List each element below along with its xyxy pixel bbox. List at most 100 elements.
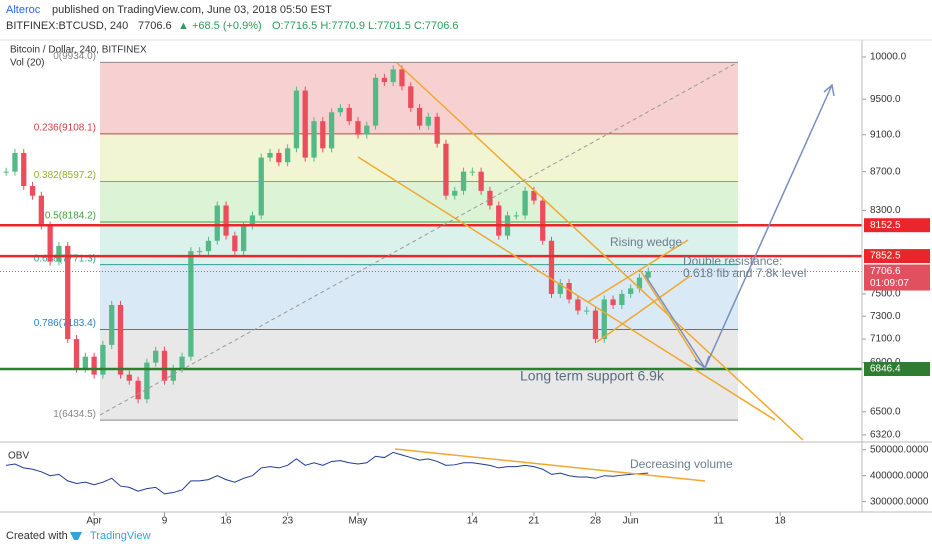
candle bbox=[223, 205, 229, 236]
candle bbox=[487, 190, 493, 206]
candle bbox=[205, 240, 212, 252]
candle bbox=[443, 143, 449, 196]
candle bbox=[29, 185, 36, 196]
candle bbox=[73, 339, 80, 369]
logo bbox=[70, 532, 82, 540]
y-tick-label: 6320.0 bbox=[870, 430, 901, 441]
candle bbox=[434, 116, 440, 144]
x-tick-label: Jun bbox=[623, 516, 639, 527]
x-tick-label: 21 bbox=[528, 516, 540, 527]
candle bbox=[557, 283, 563, 294]
candle bbox=[153, 350, 159, 363]
y-tick-label: 8700.0 bbox=[870, 166, 901, 177]
y-tick-label: 7500.0 bbox=[870, 289, 901, 300]
fib-label: 1(6434.5) bbox=[53, 409, 96, 420]
candle bbox=[575, 299, 581, 311]
change: ▲ +68.5 (+0.9%) bbox=[178, 20, 262, 32]
chart-title: Bitcoin / Dollar, 240, BITFINEX bbox=[10, 45, 147, 56]
candle bbox=[372, 77, 379, 126]
y-tick-label: 7100.0 bbox=[870, 334, 901, 345]
candle bbox=[355, 121, 361, 135]
candle bbox=[390, 69, 396, 83]
candle bbox=[320, 121, 326, 149]
candle bbox=[170, 368, 176, 381]
obv-tick-label: 500000.0000 bbox=[870, 444, 929, 455]
candle bbox=[214, 205, 220, 241]
candle bbox=[135, 380, 141, 400]
obv-label: OBV bbox=[8, 451, 29, 462]
obv-line bbox=[6, 451, 649, 495]
obv-tick-label: 400000.0000 bbox=[870, 470, 929, 481]
x-tick-label: 16 bbox=[220, 516, 232, 527]
candle bbox=[645, 271, 651, 278]
candle bbox=[144, 362, 150, 400]
x-tick-label: 28 bbox=[590, 516, 602, 527]
candle bbox=[293, 90, 300, 149]
candle bbox=[628, 288, 634, 294]
candle bbox=[311, 121, 317, 158]
candle bbox=[197, 251, 203, 253]
candle bbox=[241, 225, 247, 252]
candle bbox=[109, 304, 115, 345]
annotation: 0.618 fib and 7.8k level bbox=[683, 266, 806, 280]
candle bbox=[636, 277, 643, 289]
price-badge-label: 6846.4 bbox=[870, 364, 901, 375]
fib-label: 0(9934.0) bbox=[53, 51, 96, 62]
annotation: Long term support 6.9k bbox=[520, 368, 665, 384]
candle bbox=[478, 171, 484, 191]
trendlines bbox=[357, 62, 804, 482]
author[interactable]: Alteroc bbox=[6, 4, 41, 16]
candle bbox=[38, 195, 44, 226]
candle bbox=[399, 69, 405, 87]
candle bbox=[12, 152, 18, 172]
candle bbox=[267, 152, 273, 158]
candle bbox=[276, 152, 282, 163]
candle bbox=[100, 344, 106, 375]
candle bbox=[82, 356, 88, 369]
candle bbox=[302, 90, 308, 158]
candle bbox=[258, 157, 264, 216]
candle bbox=[126, 374, 132, 381]
candle bbox=[56, 245, 62, 262]
ohlc: O:7716.5 H:7770.9 L:7701.5 C:7706.6 bbox=[272, 20, 459, 32]
price-badge bbox=[864, 249, 930, 264]
fib-label: 0.236(9108.1) bbox=[34, 123, 96, 134]
candle bbox=[364, 125, 370, 135]
candle bbox=[592, 310, 599, 340]
fib-band bbox=[100, 133, 738, 182]
x-tick-label: 23 bbox=[282, 516, 294, 527]
x-tick-label: 11 bbox=[713, 516, 724, 527]
last-price: 7706.6 bbox=[138, 20, 172, 32]
fib-label: 0.618(7771.3) bbox=[34, 253, 96, 264]
trend-dashed bbox=[99, 61, 739, 416]
fib-band bbox=[100, 329, 738, 421]
candle bbox=[531, 190, 537, 201]
x-tick-label: May bbox=[349, 516, 368, 527]
fib-label: 0.786(7183.4) bbox=[34, 318, 96, 329]
candle bbox=[346, 107, 352, 122]
footer-brand[interactable]: TradingView bbox=[90, 530, 151, 542]
y-tick-label: 9100.0 bbox=[870, 129, 901, 140]
price-badge bbox=[864, 362, 930, 377]
candle bbox=[65, 245, 71, 340]
candle bbox=[249, 215, 256, 226]
y-tick-label: 8300.0 bbox=[870, 205, 901, 216]
candle bbox=[232, 235, 238, 252]
footer-text: Created with bbox=[6, 530, 68, 542]
candle bbox=[601, 299, 607, 340]
candle bbox=[117, 304, 124, 375]
candle bbox=[513, 215, 519, 217]
candle bbox=[328, 112, 335, 149]
annotation: Rising wedge bbox=[610, 235, 682, 249]
candle bbox=[548, 240, 555, 294]
candle bbox=[584, 310, 590, 312]
candle bbox=[460, 171, 467, 191]
published: published on TradingView.com, June 03, 2… bbox=[52, 4, 332, 16]
candle bbox=[522, 190, 528, 216]
y-tick-label: 9500.0 bbox=[870, 94, 901, 105]
fib-band bbox=[100, 181, 738, 223]
annotation: Decreasing volume bbox=[630, 457, 733, 471]
price-badge bbox=[864, 218, 930, 233]
y-tick-label: 6500.0 bbox=[870, 406, 901, 417]
x-tick-label: Apr bbox=[86, 516, 102, 527]
